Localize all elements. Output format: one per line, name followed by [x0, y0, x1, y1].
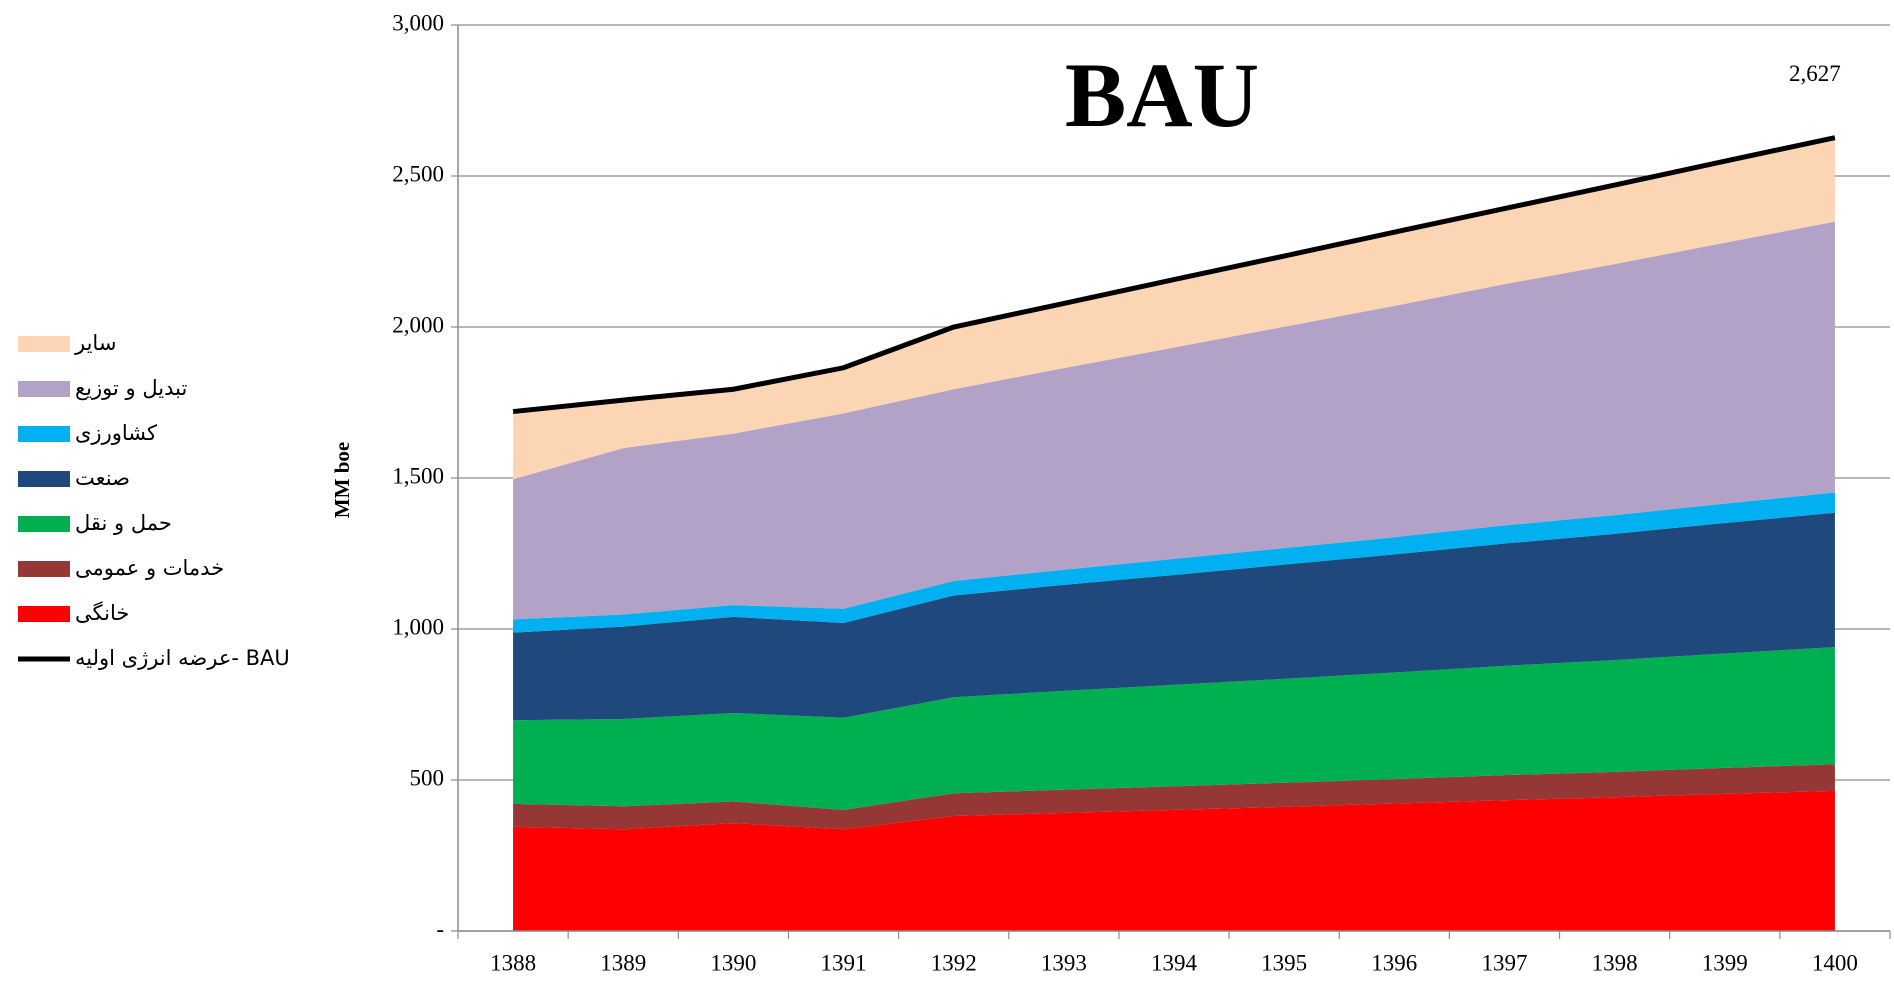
legend-swatch	[18, 336, 70, 352]
area	[513, 137, 1835, 480]
area	[513, 764, 1835, 830]
legend-swatch	[18, 471, 70, 487]
x-tick-label: 1389	[600, 950, 646, 975]
legend-label: کشاورزی	[75, 421, 157, 445]
y-tick-label: 1,500	[392, 463, 444, 488]
legend-label: صنعت	[75, 466, 130, 490]
legend-swatch	[18, 426, 70, 442]
area	[513, 512, 1835, 721]
legend-label: عرضه انرژی اولیه- BAU	[75, 646, 290, 670]
x-tick-label: 1393	[1041, 950, 1087, 975]
legend-label: تبدیل و توزیع	[75, 376, 187, 400]
x-tick-label: 1394	[1151, 950, 1198, 975]
line	[512, 135, 1836, 415]
x-tick-label: 1391	[821, 950, 867, 975]
x-tick-label: 1397	[1481, 950, 1527, 975]
legend-label: خانگی	[75, 601, 129, 625]
x-tick-label: 1398	[1592, 950, 1638, 975]
data-label: 2,627	[1789, 61, 1841, 86]
y-axis-label: MM boe	[330, 442, 354, 518]
x-tick-label: 1392	[931, 950, 977, 975]
x-tick-label: 1400	[1812, 950, 1858, 975]
x-tick-label: 1390	[710, 950, 756, 975]
y-tick-label: 500	[410, 765, 445, 790]
legend-label: حمل و نقل	[75, 511, 172, 535]
legend-label: خدمات و عمومی	[75, 556, 224, 580]
y-tick-label: 2,000	[392, 312, 444, 337]
y-tick-label: -	[436, 916, 444, 941]
chart-title: BAU	[1065, 44, 1259, 146]
x-tick-label: 1399	[1702, 950, 1748, 975]
area	[513, 647, 1835, 810]
area	[513, 221, 1835, 620]
legend-swatch	[18, 606, 70, 622]
legend-label: سایر	[74, 331, 116, 355]
legend-swatch	[18, 516, 70, 532]
legend-swatch	[18, 561, 70, 577]
x-tick-label: 1396	[1371, 950, 1417, 975]
area	[513, 492, 1835, 633]
y-tick-label: 2,500	[392, 161, 444, 186]
x-tick-label: 1388	[490, 950, 536, 975]
x-tick-label: 1395	[1261, 950, 1307, 975]
y-tick-label: 3,000	[392, 10, 444, 35]
area	[513, 790, 1835, 931]
legend-swatch	[18, 381, 70, 397]
y-tick-label: 1,000	[392, 614, 444, 639]
